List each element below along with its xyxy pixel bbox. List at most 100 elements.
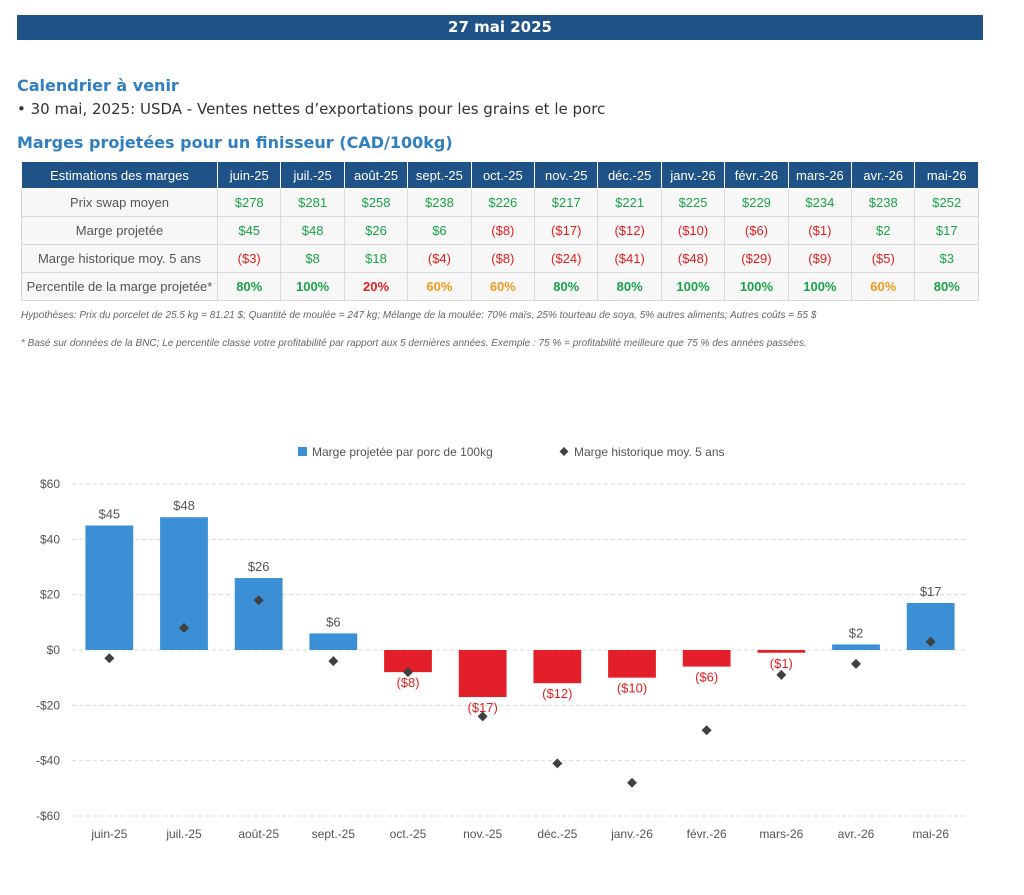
table-cell: $217: [534, 188, 599, 217]
month-header: janv.-26: [660, 161, 726, 189]
table-cell: ($4): [407, 244, 472, 273]
table-cell: ($5): [851, 244, 916, 273]
table-cell: $238: [407, 188, 472, 217]
row-label: Prix swap moyen: [21, 188, 218, 217]
table-cell: $3: [914, 244, 979, 273]
x-tick-label: août-25: [238, 827, 279, 841]
x-tick-label: sept.-25: [312, 827, 356, 841]
table-cell: ($6): [724, 216, 789, 245]
data-label: ($10): [617, 681, 647, 696]
table-cell: $229: [724, 188, 789, 217]
table-cell: ($12): [597, 216, 662, 245]
x-tick-label: mars-26: [759, 827, 803, 841]
calendar-title: Calendrier à venir: [17, 76, 179, 95]
x-tick-label: juil.-25: [165, 827, 202, 841]
hypotheses-note: Hypothèses: Prix du porcelet de 25.5 kg …: [21, 310, 817, 321]
bar: [608, 650, 656, 678]
margins-table: Estimations des marges juin-25 juil.-25 …: [21, 161, 979, 301]
y-tick-label: -$40: [36, 754, 60, 768]
month-header: juin-25: [216, 161, 282, 189]
table-cell: ($29): [724, 244, 789, 273]
data-label: ($1): [770, 656, 793, 671]
y-tick-label: $40: [40, 532, 60, 546]
data-label: $45: [98, 507, 120, 522]
table-cell: $26: [343, 216, 409, 245]
historic-marker: [701, 725, 712, 736]
margin-chart: $60 $40 $20 $0 -$20 -$40 -$60 $45 juin-25 $48 juil…: [36, 445, 968, 841]
month-header: avr.-26: [851, 161, 916, 189]
historic-marker: [403, 667, 413, 678]
table-header-row: Estimations des marges juin-25 juil.-25 …: [21, 161, 979, 189]
row-label: Percentile de la marge projetée*: [21, 272, 218, 301]
table-cell: 80%: [534, 272, 599, 301]
month-header: nov.-25: [534, 161, 599, 189]
y-tick-label: $60: [40, 477, 60, 491]
data-label: $2: [849, 625, 863, 640]
table-cell: $6: [407, 216, 472, 245]
month-header: mars-26: [787, 161, 853, 189]
table-cell: $221: [597, 188, 662, 217]
table-row: Marge historique moy. 5 ans ($3) $8 $18 ($4)…: [21, 244, 979, 273]
row-label: Marge historique moy. 5 ans: [21, 244, 218, 273]
table-cell: 60%: [407, 272, 472, 301]
table-cell: $238: [851, 188, 916, 217]
table-cell: ($3): [216, 244, 282, 273]
table-cell: ($10): [660, 216, 726, 245]
table-row: Marge projetée $45 $48 $26 $6 ($8) ($17) ($12)(…: [21, 216, 979, 245]
table-cell: ($24): [534, 244, 599, 273]
table-cell: $17: [914, 216, 979, 245]
legend-label-bars: Marge projetée par porc de 100kg: [312, 445, 493, 459]
table-cell: ($9): [787, 244, 853, 273]
table-cell: $8: [280, 244, 345, 273]
table-cell: ($1): [787, 216, 853, 245]
table-cell: $278: [216, 188, 282, 217]
table-cell: 100%: [660, 272, 726, 301]
table-cell: 80%: [216, 272, 282, 301]
legend-swatch-markers: [559, 447, 569, 456]
data-label: $26: [248, 559, 270, 574]
table-cell: ($17): [534, 216, 599, 245]
table-cell: 100%: [280, 272, 345, 301]
table-header-label: Estimations des marges: [21, 161, 218, 189]
table-cell: 60%: [470, 272, 536, 301]
x-tick-label: nov.-25: [463, 827, 502, 841]
y-tick-label: -$60: [36, 809, 60, 823]
data-label: ($12): [542, 686, 572, 701]
data-label: $48: [173, 498, 195, 513]
x-tick-label: déc.-25: [537, 827, 577, 841]
historic-marker: [925, 636, 936, 647]
month-header: juil.-25: [280, 161, 345, 189]
bar: [533, 650, 582, 684]
historic-marker: [627, 777, 637, 788]
historic-marker: [851, 658, 861, 669]
calendar-item: • 30 mai, 2025: USDA - Ventes nettes d’e…: [17, 100, 606, 118]
bar: [757, 650, 806, 653]
bar: [309, 633, 358, 650]
date-banner: 27 mai 2025: [17, 15, 983, 40]
bar: [682, 650, 731, 667]
month-header: oct.-25: [470, 161, 536, 189]
legend-swatch-bars: [298, 447, 307, 456]
table-cell: ($48): [660, 244, 726, 273]
data-label: ($17): [467, 700, 497, 715]
historic-marker: [179, 622, 189, 633]
x-tick-label: mai-26: [912, 827, 949, 841]
table-cell: 80%: [597, 272, 662, 301]
bar: [85, 525, 134, 650]
month-header: déc.-25: [597, 161, 662, 189]
y-tick-label: $0: [47, 643, 61, 657]
table-cell: $234: [787, 188, 853, 217]
margins-title: Marges projetées pour un finisseur (CAD/…: [17, 133, 453, 152]
table-cell: $252: [914, 188, 979, 217]
month-header: sept.-25: [407, 161, 472, 189]
table-cell: $281: [280, 188, 345, 217]
table-row: Prix swap moyen $278 $281 $258 $238 $226 $217 $…: [21, 188, 979, 217]
table-cell: 20%: [343, 272, 409, 301]
historic-marker: [477, 711, 488, 722]
table-cell: $2: [851, 216, 916, 245]
historic-marker: [552, 758, 563, 769]
historic-marker: [104, 653, 115, 664]
bar: [384, 650, 432, 673]
month-header: août-25: [343, 161, 409, 189]
x-tick-label: avr.-26: [838, 827, 875, 841]
